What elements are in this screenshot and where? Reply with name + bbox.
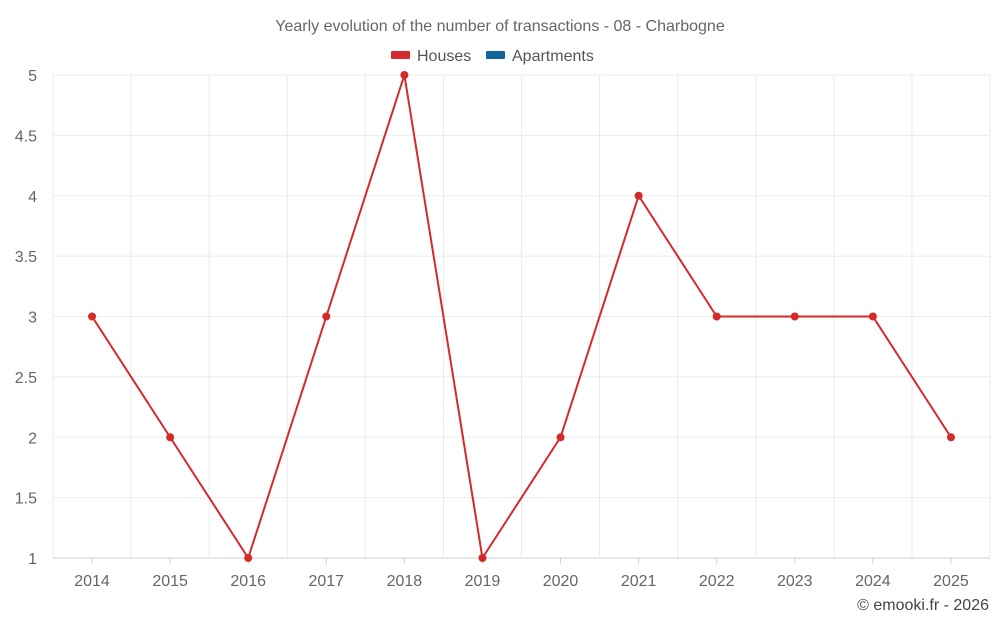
x-tick-label: 2022 xyxy=(699,573,735,590)
data-point xyxy=(634,191,643,200)
legend-swatch-apartments xyxy=(486,51,505,59)
y-tick-label: 2.5 xyxy=(15,370,37,387)
data-point xyxy=(244,554,253,562)
data-point xyxy=(556,433,565,442)
data-point xyxy=(88,312,97,321)
data-point xyxy=(478,554,487,562)
y-tick-label: 1.5 xyxy=(15,491,37,508)
data-point xyxy=(166,433,175,442)
x-tick-label: 2017 xyxy=(308,573,344,590)
x-tick-label: 2016 xyxy=(230,573,266,590)
credit-text: © emooki.fr - 2026 xyxy=(857,597,989,614)
y-tick-label: 3 xyxy=(28,310,37,327)
series-line-houses xyxy=(91,74,952,559)
chart-legend: Houses Apartments xyxy=(391,48,594,65)
x-tick-label: 2019 xyxy=(465,573,501,590)
legend-swatch-houses xyxy=(391,51,410,59)
data-point xyxy=(322,312,331,321)
y-tick-label: 3.5 xyxy=(15,249,37,266)
data-point xyxy=(946,433,955,442)
series-layer xyxy=(88,71,955,562)
x-tick-label: 2025 xyxy=(933,573,969,590)
axes: 1 1.5 2 2.5 3 3.5 4 4.5 5 2014 2015 2016 2017 2018 201… xyxy=(15,68,990,590)
y-tick-label: 1 xyxy=(28,551,37,568)
y-tick-label: 4.5 xyxy=(15,128,37,145)
y-tick-label: 5 xyxy=(28,68,37,85)
x-tick-label: 2024 xyxy=(855,573,891,590)
legend-label-apartments[interactable]: Apartments xyxy=(512,48,594,65)
data-point xyxy=(790,312,799,321)
x-tick-label: 2020 xyxy=(543,573,579,590)
x-tick-label: 2014 xyxy=(74,573,110,590)
y-tick-label: 2 xyxy=(28,430,37,447)
data-point xyxy=(868,312,877,321)
legend-label-houses[interactable]: Houses xyxy=(417,48,471,65)
x-tick-label: 2021 xyxy=(621,573,657,590)
x-tick-label: 2023 xyxy=(777,573,813,590)
y-tick-label: 4 xyxy=(28,189,37,206)
data-point xyxy=(712,312,721,321)
chart-title: Yearly evolution of the number of transa… xyxy=(275,18,725,35)
x-tick-label: 2015 xyxy=(152,573,188,590)
data-point xyxy=(400,71,409,79)
x-tick-label: 2018 xyxy=(387,573,423,590)
